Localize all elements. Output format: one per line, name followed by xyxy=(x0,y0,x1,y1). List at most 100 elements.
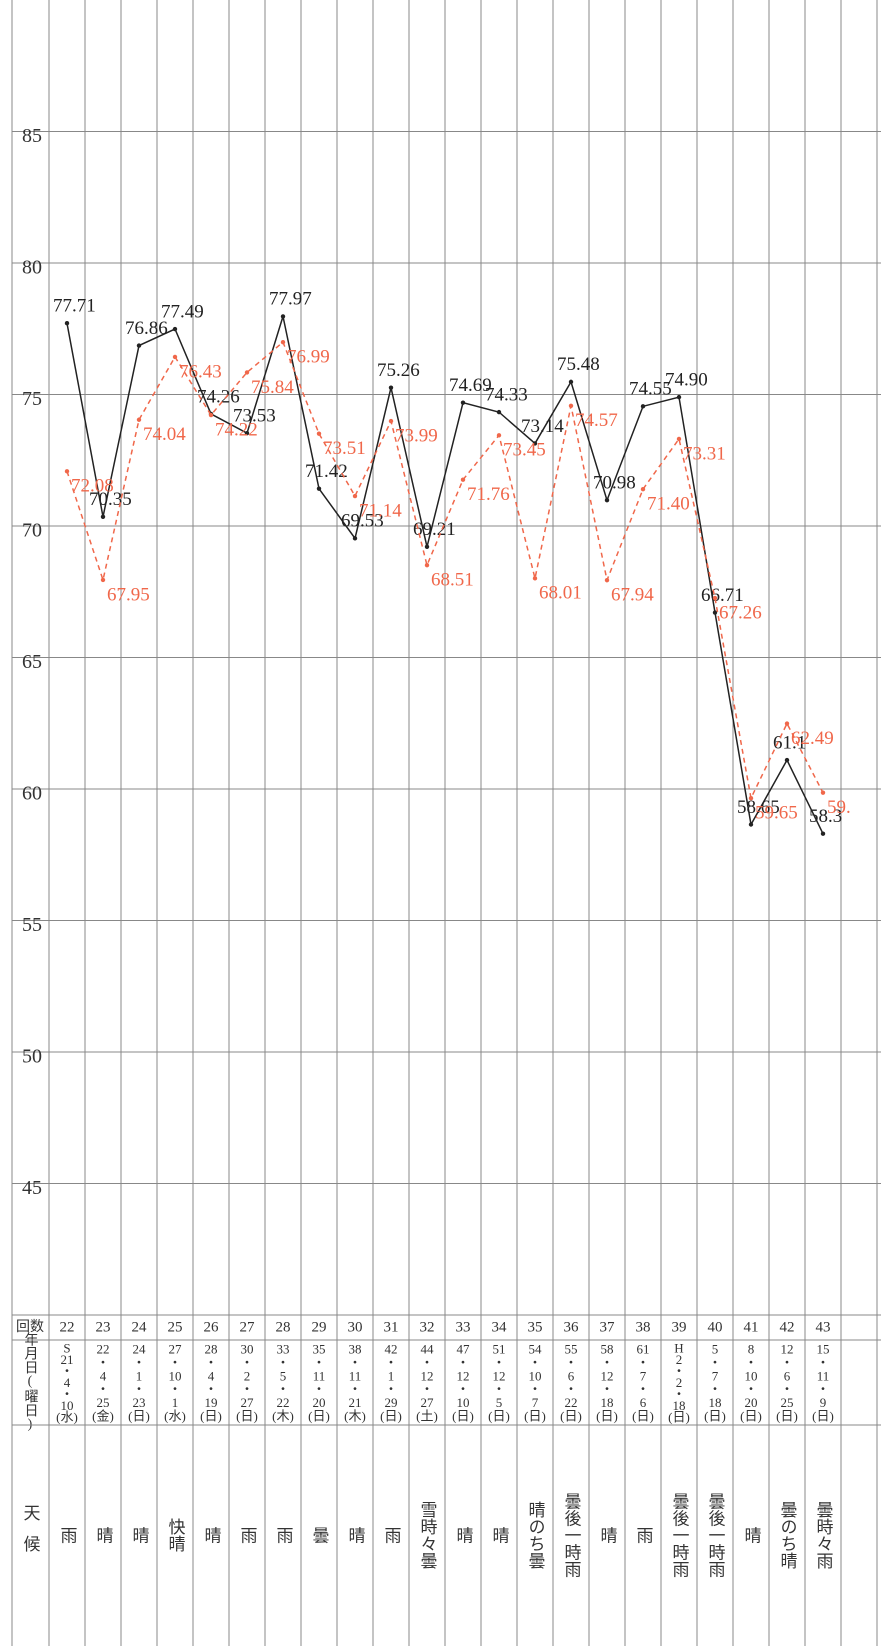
value-label: 73.51 xyxy=(323,438,366,459)
weather: 晴 xyxy=(598,1526,617,1543)
value-label: 67.26 xyxy=(719,602,762,623)
date-part: (日) xyxy=(308,1408,330,1423)
y-tick-label: 65 xyxy=(22,651,42,673)
count-label: 40 xyxy=(708,1319,723,1335)
point xyxy=(604,577,610,583)
date-part: 27 xyxy=(421,1395,435,1410)
point xyxy=(244,370,250,375)
date-part: 11 xyxy=(349,1368,362,1383)
count-label: 25 xyxy=(168,1319,183,1335)
date-header: 年月日(曜日) xyxy=(23,1332,39,1432)
date-part: (日) xyxy=(524,1408,546,1423)
date-part: ・ xyxy=(708,1355,721,1370)
date-part: ・ xyxy=(672,1386,685,1401)
date-part: ・ xyxy=(816,1382,829,1397)
date-part: (木) xyxy=(344,1408,366,1423)
value-label: 73.53 xyxy=(233,406,276,427)
point xyxy=(640,486,646,492)
point xyxy=(532,441,538,446)
value-label: 73.45 xyxy=(503,440,546,461)
date-part: (日) xyxy=(668,1409,690,1424)
value-label: 59. xyxy=(827,797,851,818)
value-label: 69.53 xyxy=(341,511,384,532)
count-label: 34 xyxy=(492,1319,508,1335)
count-header: 回数 xyxy=(16,1319,44,1335)
date-part: ・ xyxy=(636,1382,649,1397)
date-part: 10 xyxy=(529,1368,542,1383)
date-part: ・ xyxy=(204,1355,217,1370)
point xyxy=(820,790,826,795)
count-label: 29 xyxy=(312,1319,327,1335)
date-part: (日) xyxy=(236,1408,258,1423)
point xyxy=(676,436,682,442)
date-part: 12 xyxy=(781,1342,794,1357)
weather: 曇時々雨 xyxy=(814,1501,834,1570)
date-part: 15 xyxy=(817,1342,830,1357)
date-part: ・ xyxy=(240,1382,253,1397)
value-label: 67.95 xyxy=(107,584,150,605)
count-label: 33 xyxy=(456,1319,471,1335)
value-label: 67.94 xyxy=(611,585,654,606)
y-tick-label: 75 xyxy=(22,388,42,410)
weather: 曇 xyxy=(310,1527,330,1544)
date-part: 47 xyxy=(457,1342,471,1357)
date-part: 9 xyxy=(820,1395,827,1410)
weather: 雨 xyxy=(634,1527,654,1545)
date-part: 2 xyxy=(676,1375,683,1390)
value-label: 73.99 xyxy=(395,425,438,446)
count-label: 23 xyxy=(96,1319,111,1335)
point xyxy=(784,757,790,763)
date-part: 5 xyxy=(496,1395,503,1410)
date-part: 61 xyxy=(637,1342,650,1357)
value-label: 73.14 xyxy=(521,416,564,437)
date-part: (金) xyxy=(92,1408,114,1423)
date-part: 18 xyxy=(709,1395,722,1410)
weather: 曇後一時雨 xyxy=(706,1493,726,1579)
value-label: 70.35 xyxy=(89,489,132,510)
series-line xyxy=(66,316,824,835)
count-label: 26 xyxy=(204,1319,220,1335)
y-tick-label: 70 xyxy=(22,520,42,542)
date-part: ・ xyxy=(384,1382,397,1397)
weather: 雨 xyxy=(58,1527,78,1545)
date-part: 5 xyxy=(280,1368,287,1383)
value-label: 76.99 xyxy=(287,347,330,368)
value-label: 70.98 xyxy=(593,473,636,494)
date-part: (日) xyxy=(740,1408,762,1423)
date-part: (日) xyxy=(776,1408,798,1423)
date-part: ・ xyxy=(744,1355,757,1370)
date-part: (木) xyxy=(272,1408,294,1423)
point xyxy=(136,343,142,348)
date-part: 12 xyxy=(493,1368,506,1383)
date-part: 51 xyxy=(493,1342,506,1357)
date-part: ・ xyxy=(384,1355,397,1370)
date-part: ・ xyxy=(60,1364,73,1379)
date-part: (日) xyxy=(452,1408,474,1423)
date-part: 5 xyxy=(712,1342,719,1357)
value-label: 71.42 xyxy=(305,461,348,482)
value-label: 71.76 xyxy=(467,484,510,505)
y-tick-label: 60 xyxy=(22,783,42,805)
date-part: ・ xyxy=(600,1382,613,1397)
weather: 晴 xyxy=(490,1526,509,1543)
point xyxy=(316,431,322,436)
count-label: 22 xyxy=(60,1319,75,1335)
date-part: (日) xyxy=(560,1408,582,1423)
weather: 雪時々曇 xyxy=(418,1501,438,1569)
date-part: ・ xyxy=(240,1355,253,1370)
date-part: 1 xyxy=(172,1395,179,1410)
point xyxy=(424,562,430,568)
weather: 雨 xyxy=(238,1527,258,1545)
date-part: ・ xyxy=(420,1355,433,1370)
date-part: 18 xyxy=(673,1398,686,1413)
count-label: 41 xyxy=(744,1319,759,1335)
point xyxy=(640,404,646,409)
weather: 晴 xyxy=(346,1526,365,1543)
value-label: 75.26 xyxy=(377,360,420,381)
date-part: 44 xyxy=(421,1342,435,1357)
date-part: ・ xyxy=(276,1355,289,1370)
date-part: (日) xyxy=(488,1408,510,1423)
date-part: 6 xyxy=(784,1368,791,1383)
date-part: 2 xyxy=(244,1368,251,1383)
count-label: 38 xyxy=(636,1319,651,1335)
